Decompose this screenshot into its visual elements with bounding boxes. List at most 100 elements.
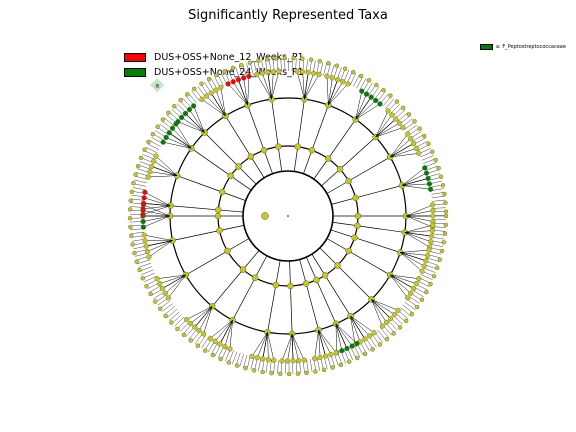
side-legend-label: a: F_Peptostreptococcaceae xyxy=(496,44,566,50)
leaf-line xyxy=(330,64,335,78)
sub-branch-line xyxy=(400,252,428,256)
legend-label-12-weeks: DUS+OSS+None_12_Weeks_P1 xyxy=(154,52,304,63)
sub-branch-line xyxy=(405,210,433,217)
leaf-node xyxy=(430,222,436,228)
leaf-line xyxy=(164,117,175,127)
rim-node xyxy=(431,274,437,279)
leaf-node xyxy=(413,281,419,287)
sub-branch-line xyxy=(401,183,430,186)
sub-branch-line xyxy=(166,137,192,149)
leaf-node xyxy=(425,175,431,182)
leaf-node xyxy=(424,252,431,259)
sub-branch-line xyxy=(201,99,226,117)
leaf-node xyxy=(166,130,172,136)
leaf-node xyxy=(259,70,265,76)
sub-branch-line xyxy=(151,166,178,176)
sub-branch-line xyxy=(193,105,205,133)
sub-branch-line xyxy=(256,74,272,100)
rim-node xyxy=(295,371,301,376)
leaf-node xyxy=(290,358,296,364)
sub-branch-line xyxy=(318,329,326,357)
rim-node xyxy=(195,343,201,348)
leaf-node xyxy=(212,338,218,344)
leaf-line xyxy=(404,121,415,130)
leaf-line xyxy=(198,335,206,347)
clade-node xyxy=(352,194,359,202)
leaf-node xyxy=(413,145,419,151)
leaf-line xyxy=(382,96,392,107)
sub-branch-line xyxy=(175,123,192,149)
clade-node xyxy=(294,143,301,150)
rim-node xyxy=(226,360,232,365)
rim-node xyxy=(436,166,441,171)
leaf-line xyxy=(431,233,445,236)
leaf-node xyxy=(200,331,207,337)
rim-node xyxy=(210,352,216,358)
clade-node xyxy=(251,274,259,282)
sub-branch-line xyxy=(262,332,268,359)
leaf-line xyxy=(217,74,224,87)
leaf-line xyxy=(412,134,424,142)
sub-branch-line xyxy=(203,306,213,334)
leaf-line xyxy=(408,296,420,304)
rim-node xyxy=(247,60,252,65)
leaf-node xyxy=(389,112,395,118)
leaf-line xyxy=(305,59,309,73)
leaf-node xyxy=(227,346,233,352)
leaf-line xyxy=(220,72,227,85)
leaf-line xyxy=(417,144,430,151)
rim-node xyxy=(338,362,344,368)
leaf-line xyxy=(327,355,332,369)
sub-branch-line xyxy=(146,240,173,247)
rim-node xyxy=(347,359,352,364)
leaf-node xyxy=(408,290,414,296)
leaf-node xyxy=(159,285,166,292)
rim-node xyxy=(127,207,133,212)
clade-node xyxy=(224,247,231,255)
rim-node xyxy=(230,65,236,71)
leaf-line xyxy=(159,300,171,309)
leaf-line xyxy=(130,198,144,201)
rim-node xyxy=(152,299,158,304)
leaf-node xyxy=(410,285,417,292)
rim-node xyxy=(406,112,412,117)
rim-node xyxy=(439,248,445,254)
sub-branch-line xyxy=(291,333,294,361)
leaf-line xyxy=(269,59,272,73)
rim-node xyxy=(362,351,368,357)
root-node xyxy=(261,212,269,220)
leaf-node xyxy=(207,335,213,342)
leaf-line xyxy=(316,357,321,371)
rim-node xyxy=(239,62,244,68)
sub-branch-line xyxy=(401,185,431,190)
leaf-node xyxy=(396,120,403,126)
sub-branch-line xyxy=(162,274,186,289)
leaf-node xyxy=(426,247,432,253)
leaf-line xyxy=(132,187,146,191)
leaf-node xyxy=(429,202,436,208)
sub-branch-line xyxy=(143,203,171,206)
leaf-node xyxy=(265,357,271,363)
leaf-line xyxy=(145,147,158,154)
rim-node xyxy=(135,163,141,169)
sub-branch-line xyxy=(215,90,226,117)
leaf-node xyxy=(143,243,149,249)
leaf-line xyxy=(235,66,241,80)
rim-node xyxy=(359,73,364,79)
sub-branch-line xyxy=(350,315,370,337)
sub-branch-line xyxy=(350,315,361,342)
leaf-node xyxy=(373,97,379,104)
leaf-line xyxy=(425,165,439,171)
leaf-line xyxy=(309,359,313,373)
rim-node xyxy=(148,291,153,297)
leaf-node xyxy=(317,354,323,360)
leaf-node xyxy=(246,73,252,79)
rim-node xyxy=(424,289,429,295)
sub-branch-line xyxy=(262,73,272,100)
leaf-line xyxy=(132,242,146,246)
sub-branch-line xyxy=(149,171,178,176)
leaf-line xyxy=(137,259,150,265)
leaf-line xyxy=(261,359,265,372)
leaf-line xyxy=(142,154,155,160)
clade-node xyxy=(260,146,268,154)
